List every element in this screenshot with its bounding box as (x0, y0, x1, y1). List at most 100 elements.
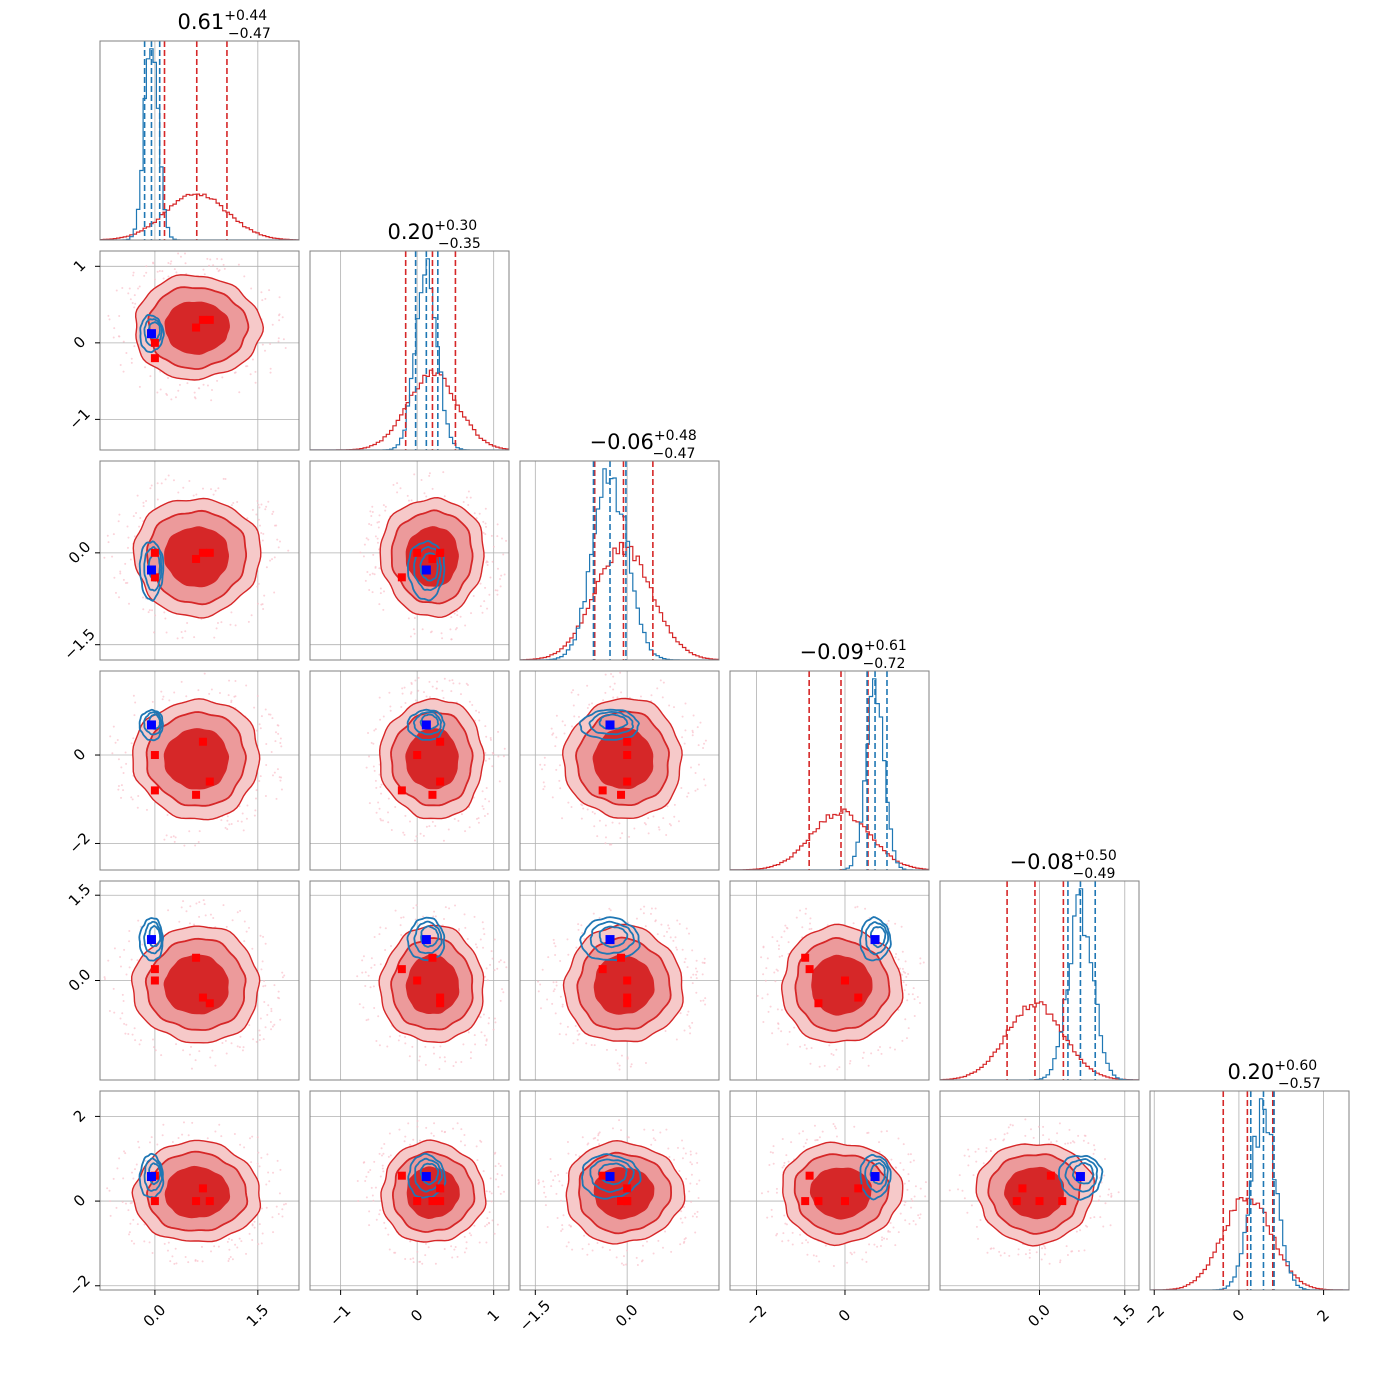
scatter-point (156, 1143, 159, 1146)
x-tick-label: −1.5 (516, 1296, 554, 1334)
scatter-point (695, 1182, 698, 1185)
scatter-point (1003, 1252, 1006, 1255)
scatter-point (384, 505, 387, 508)
marker-red (854, 1184, 863, 1193)
scatter-point (267, 1171, 270, 1174)
scatter-point (670, 1250, 673, 1253)
scatter-point (165, 631, 168, 634)
panel-2-0: −1.50.0 (60, 460, 300, 664)
scatter-point (210, 1250, 213, 1253)
scatter-point (477, 821, 480, 824)
scatter-point (824, 1244, 827, 1247)
scatter-point (245, 684, 248, 687)
scatter-point (370, 1186, 373, 1189)
scatter-point (1028, 1256, 1031, 1259)
scatter-point (212, 493, 215, 496)
scatter-point (1109, 1224, 1112, 1227)
scatter-point (134, 302, 137, 305)
marker-blue (605, 935, 615, 945)
scatter-point (398, 1034, 401, 1037)
scatter-point (274, 740, 277, 743)
scatter-point (220, 258, 223, 261)
scatter-point (668, 927, 671, 930)
scatter-point (133, 306, 136, 309)
scatter-point (552, 981, 555, 984)
scatter-point (213, 636, 216, 639)
scatter-point (777, 1022, 780, 1025)
scatter-point (1092, 1152, 1095, 1155)
scatter-point (441, 689, 444, 692)
scatter-point (439, 1045, 442, 1048)
scatter-point (682, 1147, 685, 1150)
scatter-point (586, 808, 589, 811)
scatter-point (228, 1248, 231, 1251)
marker-red (192, 323, 201, 332)
scatter-point (783, 1161, 786, 1164)
scatter-point (383, 1142, 386, 1145)
scatter-point (261, 343, 264, 346)
scatter-point (581, 1136, 584, 1139)
scatter-point (496, 967, 499, 970)
scatter-point (909, 1161, 912, 1164)
scatter-point (643, 821, 646, 824)
scatter-point (878, 1045, 881, 1048)
scatter-point (406, 494, 409, 497)
scatter-point (676, 948, 679, 951)
scatter-point (210, 488, 213, 491)
scatter-point (892, 1226, 895, 1229)
scatter-point (195, 493, 198, 496)
scatter-point (367, 732, 370, 735)
scatter-point (573, 715, 576, 718)
scatter-point (226, 819, 229, 822)
scatter-point (230, 701, 233, 704)
scatter-point (907, 993, 910, 996)
scatter-point (138, 1043, 141, 1046)
scatter-point (260, 715, 263, 718)
scatter-point (695, 977, 698, 980)
scatter-point (694, 1231, 697, 1234)
scatter-point (144, 1159, 147, 1162)
scatter-point (132, 694, 135, 697)
scatter-point (685, 1177, 688, 1180)
scatter-point (270, 1007, 273, 1010)
scatter-point (1028, 1248, 1031, 1251)
scatter-point (248, 1137, 251, 1140)
scatter-point (467, 1031, 470, 1034)
scatter-point (430, 1132, 433, 1135)
scatter-point (1066, 1142, 1069, 1145)
contour-blue (407, 1152, 447, 1199)
scatter-point (434, 1262, 437, 1265)
scatter-point (457, 819, 460, 822)
scatter-point (612, 675, 615, 678)
scatter-point (404, 1036, 407, 1039)
scatter-point (815, 1255, 818, 1258)
scatter-point (542, 1180, 545, 1183)
scatter-point (456, 1122, 459, 1125)
scatter-point (262, 607, 265, 610)
scatter-point (907, 973, 910, 976)
scatter-point (689, 1153, 692, 1156)
scatter-point (271, 1216, 274, 1219)
scatter-point (250, 287, 253, 290)
scatter-point (667, 924, 670, 927)
scatter-point (122, 772, 125, 775)
scatter-point (422, 834, 425, 837)
scatter-point (1075, 1230, 1078, 1233)
scatter-point (369, 573, 372, 576)
scatter-point (1024, 1253, 1027, 1256)
contour-blue (419, 713, 439, 730)
marker-red (198, 993, 207, 1002)
scatter-point (1043, 1245, 1046, 1248)
scatter-point (911, 1199, 914, 1202)
scatter-point (271, 774, 274, 777)
scatter-point (239, 1035, 242, 1038)
scatter-point (661, 1246, 664, 1249)
scatter-point (394, 805, 397, 808)
scatter-point (542, 788, 545, 791)
scatter-point (260, 532, 263, 535)
scatter-point (989, 1247, 992, 1250)
scatter-point (410, 499, 413, 502)
scatter-point (249, 373, 252, 376)
scatter-point (885, 1130, 888, 1133)
